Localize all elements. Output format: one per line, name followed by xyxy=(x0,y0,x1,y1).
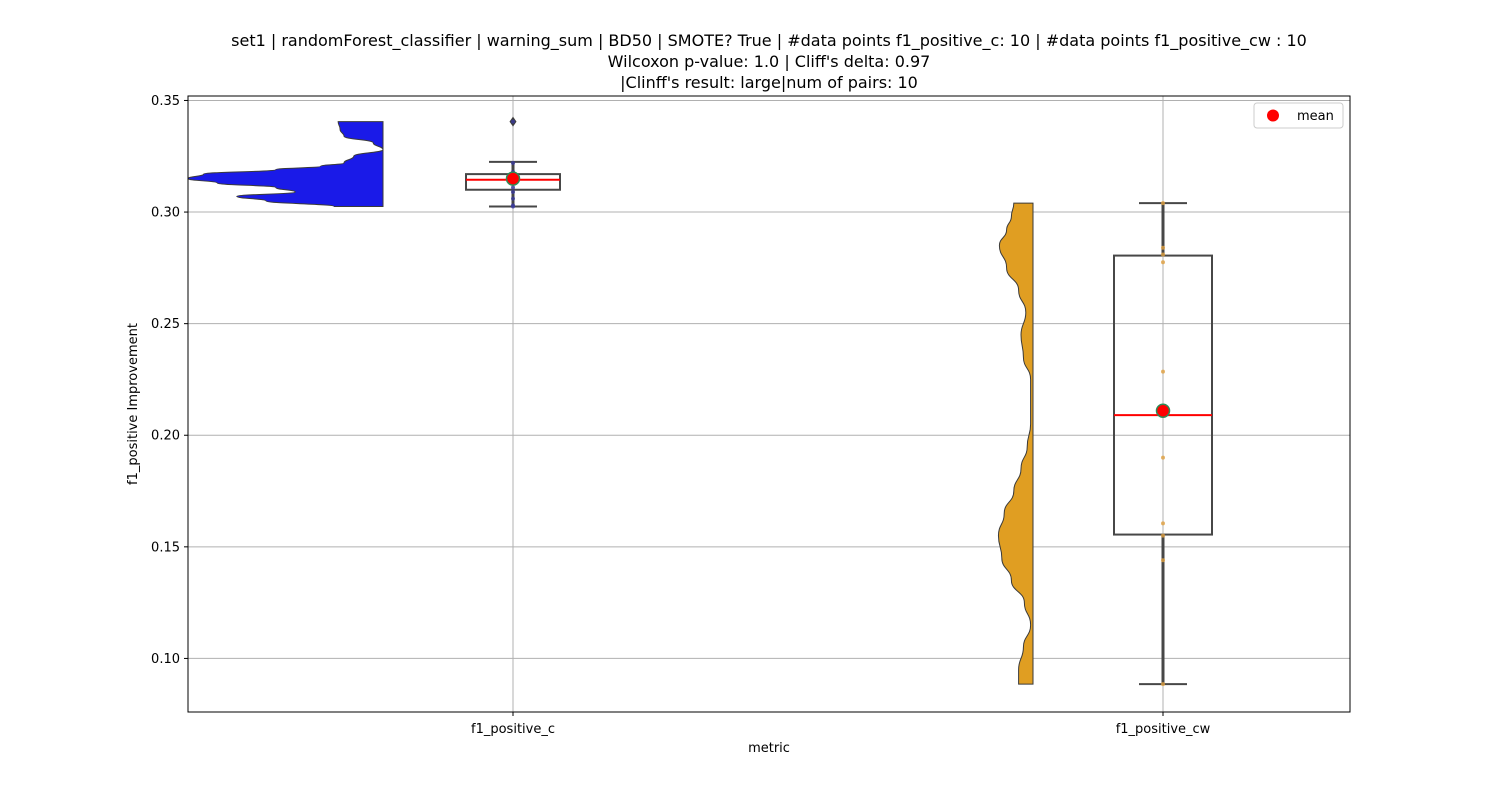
y-tick-label: 0.25 xyxy=(151,317,180,332)
y-tick-label: 0.10 xyxy=(151,652,180,667)
data-point xyxy=(1161,201,1165,206)
legend: mean xyxy=(1253,102,1344,129)
x-axis-ticks: f1_positive_c f1_positive_cw xyxy=(471,712,1211,737)
legend-frame xyxy=(1253,102,1344,129)
data-point xyxy=(1161,245,1165,250)
data-point xyxy=(1161,558,1165,563)
y-tick-label: 0.30 xyxy=(151,206,180,221)
title-line-3: |Clinff's result: large|num of pairs: 10 xyxy=(620,73,918,92)
data-point xyxy=(1161,533,1165,538)
x-tick-label: f1_positive_c xyxy=(471,722,555,737)
data-point xyxy=(511,203,515,208)
data-point xyxy=(511,185,515,190)
data-point xyxy=(511,160,515,165)
y-axis-ticks: 0.10 0.15 0.20 0.25 0.30 0.35 xyxy=(151,94,188,667)
violin-f1_positive_cw xyxy=(997,202,1034,685)
y-axis-label: f1_positive Improvement xyxy=(126,323,141,485)
data-point xyxy=(1161,260,1165,265)
plot-frame xyxy=(187,95,1351,713)
data-point xyxy=(1161,252,1165,257)
data-point xyxy=(511,189,515,194)
data-point xyxy=(1161,521,1165,526)
grid xyxy=(188,96,1350,712)
mean-marker xyxy=(505,171,521,186)
legend-mean-marker xyxy=(1267,109,1279,122)
mean-marker xyxy=(1155,403,1171,418)
legend-label-mean: mean xyxy=(1297,109,1334,124)
y-tick-label: 0.35 xyxy=(151,94,180,109)
data-point xyxy=(1161,455,1165,460)
data-point xyxy=(511,119,515,124)
box-iqr xyxy=(1113,254,1213,536)
title-line-2: Wilcoxon p-value: 1.0 | Cliff's delta: 0… xyxy=(608,52,931,71)
y-tick-label: 0.20 xyxy=(151,429,180,444)
data-point xyxy=(511,196,515,201)
data-point xyxy=(1161,682,1165,687)
chart-title: set1 | randomForest_classifier | warning… xyxy=(231,31,1307,92)
y-tick-label: 0.15 xyxy=(151,540,180,555)
mean-markers xyxy=(505,171,1171,418)
violins xyxy=(187,121,1034,685)
data-point xyxy=(1161,369,1165,374)
x-axis-label: metric xyxy=(748,741,790,756)
title-line-1: set1 | randomForest_classifier | warning… xyxy=(231,31,1307,51)
x-tick-label: f1_positive_cw xyxy=(1116,722,1211,737)
violin-f1_positive_c xyxy=(187,121,384,207)
